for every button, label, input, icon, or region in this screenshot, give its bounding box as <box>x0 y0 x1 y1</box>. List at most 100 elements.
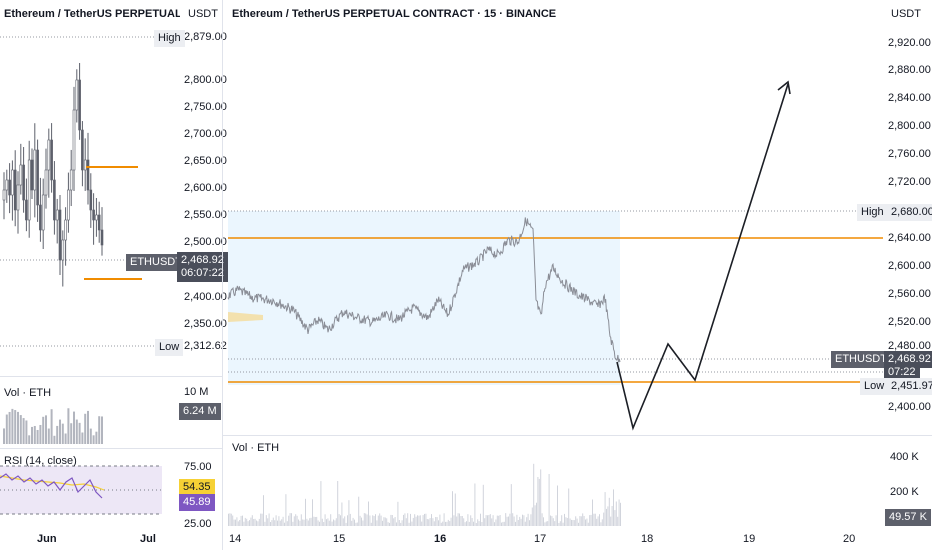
volume-bar <box>499 515 501 526</box>
volume-bar <box>267 518 269 526</box>
volume-bar <box>590 514 592 526</box>
volume-bar <box>236 517 238 526</box>
left-ytick: 2,750.00 <box>184 101 227 113</box>
volume-bar <box>244 517 246 526</box>
volume-bar <box>565 517 567 526</box>
volume-bar <box>613 489 614 526</box>
candle-body <box>39 204 42 231</box>
volume-bar <box>253 519 255 526</box>
volume-bar <box>534 505 536 526</box>
volume-bar <box>608 497 610 526</box>
volume-bar <box>480 513 481 526</box>
volume-bar <box>463 518 465 526</box>
candle-body <box>19 164 23 186</box>
volume-bar <box>3 428 5 444</box>
volume-bar <box>582 513 584 526</box>
volume-bar <box>376 520 378 526</box>
volume-bar <box>439 514 441 526</box>
volume-bar <box>610 516 612 526</box>
volume-bar <box>572 520 574 526</box>
volume-bar <box>382 520 383 526</box>
candle-body <box>95 214 98 221</box>
volume-bar <box>358 496 360 526</box>
volume-bar <box>600 522 602 526</box>
volume-bar <box>323 522 325 526</box>
volume-bar <box>512 513 514 526</box>
volume-bar <box>555 515 557 526</box>
volume-bar <box>286 521 288 526</box>
range-zone <box>228 211 620 385</box>
right-low-label: Low <box>860 378 889 395</box>
candle-body <box>25 199 28 221</box>
volume-bar <box>261 513 263 526</box>
volume-bar <box>411 521 413 526</box>
right-price-canvas[interactable] <box>223 0 883 431</box>
volume-bar <box>425 513 427 526</box>
volume-bar <box>596 518 598 526</box>
volume-bar <box>314 517 316 526</box>
volume-bar <box>477 519 479 526</box>
volume-bar <box>566 518 568 526</box>
volume-bar <box>67 408 70 444</box>
volume-bar <box>540 469 542 526</box>
volume-bar <box>309 518 311 526</box>
volume-bar <box>8 411 11 444</box>
volume-bar <box>475 523 477 526</box>
volume-bar <box>473 521 474 526</box>
volume-bar <box>530 514 532 526</box>
volume-bar <box>247 521 249 526</box>
volume-bar <box>335 518 337 526</box>
candle-body <box>61 239 65 261</box>
volume-bar <box>531 507 533 526</box>
volume-bar <box>571 519 572 526</box>
volume-bar <box>557 485 558 526</box>
volume-bar <box>278 516 280 526</box>
volume-bar <box>516 514 518 526</box>
left-vol-value-tag: 6.24 M <box>179 403 221 420</box>
volume-bar <box>366 514 368 526</box>
candle-body <box>22 164 25 201</box>
volume-bar <box>529 520 530 526</box>
volume-bar <box>232 515 234 526</box>
volume-bar <box>282 516 284 526</box>
left-price-tag: 2,468.92 <box>177 252 228 269</box>
volume-bar <box>538 478 540 526</box>
volume-bar <box>460 516 462 526</box>
volume-bar <box>288 515 290 526</box>
candle-body <box>13 169 17 211</box>
rsi-tick-25: 25.00 <box>184 518 212 530</box>
left-ytick: 2,350.00 <box>184 318 227 330</box>
volume-bar <box>614 510 616 526</box>
volume-bar <box>527 513 529 526</box>
volume-bar <box>436 517 438 526</box>
left-xtick-jul: Jul <box>140 533 156 545</box>
volume-bar <box>53 435 56 444</box>
right-xtick: 20 <box>843 533 856 545</box>
volume-bar <box>604 492 606 526</box>
left-chart-panel[interactable]: Ethereum / TetherUS PERPETUAL CONTRACT U… <box>0 0 228 550</box>
volume-bar <box>270 522 271 526</box>
volume-bar <box>316 516 318 526</box>
right-ytick: 2,800.00 <box>888 120 931 132</box>
right-ytick: 2,760.00 <box>888 148 931 160</box>
volume-bar <box>589 515 591 526</box>
candle-body <box>11 169 14 196</box>
left-low-label: Low <box>155 339 184 356</box>
right-xtick: 17 <box>534 533 547 545</box>
candle-body <box>2 189 6 201</box>
volume-bar <box>380 515 382 526</box>
volume-bar <box>342 518 344 526</box>
right-chart-panel[interactable]: Ethereum / TetherUS PERPETUAL CONTRACT ·… <box>223 0 932 550</box>
volume-bar <box>506 516 508 526</box>
volume-bar <box>50 409 53 444</box>
volume-bar <box>319 521 320 526</box>
volume-bar <box>249 520 250 526</box>
volume-bar <box>386 518 388 526</box>
left-price-canvas[interactable] <box>0 20 180 360</box>
projection-arrow <box>616 83 789 431</box>
volume-bar <box>64 433 67 444</box>
volume-bar <box>620 502 621 526</box>
volume-bar <box>503 521 505 526</box>
volume-bar <box>491 518 493 526</box>
candle-body <box>50 139 53 181</box>
